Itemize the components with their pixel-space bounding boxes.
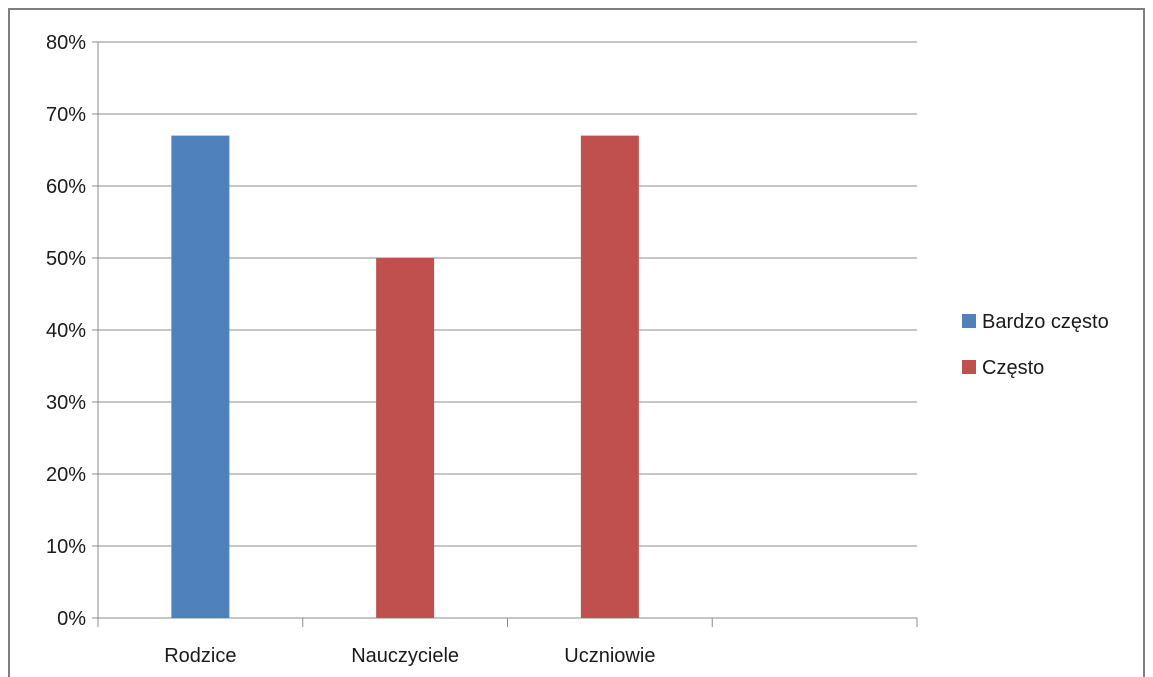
y-axis: 0% 10% 20% 30% 40% 50% 60% 70% 80% (46, 32, 99, 630)
legend-swatch (962, 314, 976, 328)
y-tick-label: 0% (57, 608, 86, 630)
y-tick-label: 20% (46, 464, 86, 486)
y-tick-label: 50% (46, 248, 86, 270)
y-tick-label: 60% (46, 176, 86, 198)
bar-uczniowie-series-1 (580, 135, 639, 618)
x-tick-label: Rodzice (164, 645, 236, 667)
y-tick-label: 30% (46, 392, 86, 414)
y-tick-label: 40% (46, 320, 86, 342)
legend-label: Bardzo często (982, 311, 1109, 333)
gridlines (98, 41, 917, 547)
legend-label: Często (982, 357, 1044, 379)
bars (171, 135, 639, 618)
legend-swatch (962, 360, 976, 374)
x-tick-label: Nauczyciele (351, 645, 459, 667)
y-tick-label: 80% (46, 32, 86, 54)
legend: Bardzo często Często (962, 311, 1109, 379)
x-axis: Rodzice Nauczyciele Uczniowie (97, 617, 918, 667)
y-tick-label: 10% (46, 536, 86, 558)
y-tick-label: 70% (46, 104, 86, 126)
bar-rodzice-series-0 (171, 135, 230, 618)
bar-nauczyciele-series-1 (376, 258, 435, 618)
x-tick-label: Uczniowie (564, 645, 655, 667)
